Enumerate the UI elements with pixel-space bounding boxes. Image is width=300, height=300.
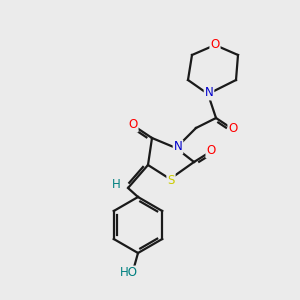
Text: N: N: [174, 140, 182, 154]
Text: O: O: [206, 145, 216, 158]
Text: H: H: [112, 178, 120, 191]
Text: S: S: [167, 173, 175, 187]
Text: O: O: [228, 122, 238, 136]
Text: N: N: [205, 86, 213, 100]
Text: O: O: [128, 118, 138, 131]
Text: O: O: [210, 38, 220, 50]
Text: HO: HO: [120, 266, 138, 280]
